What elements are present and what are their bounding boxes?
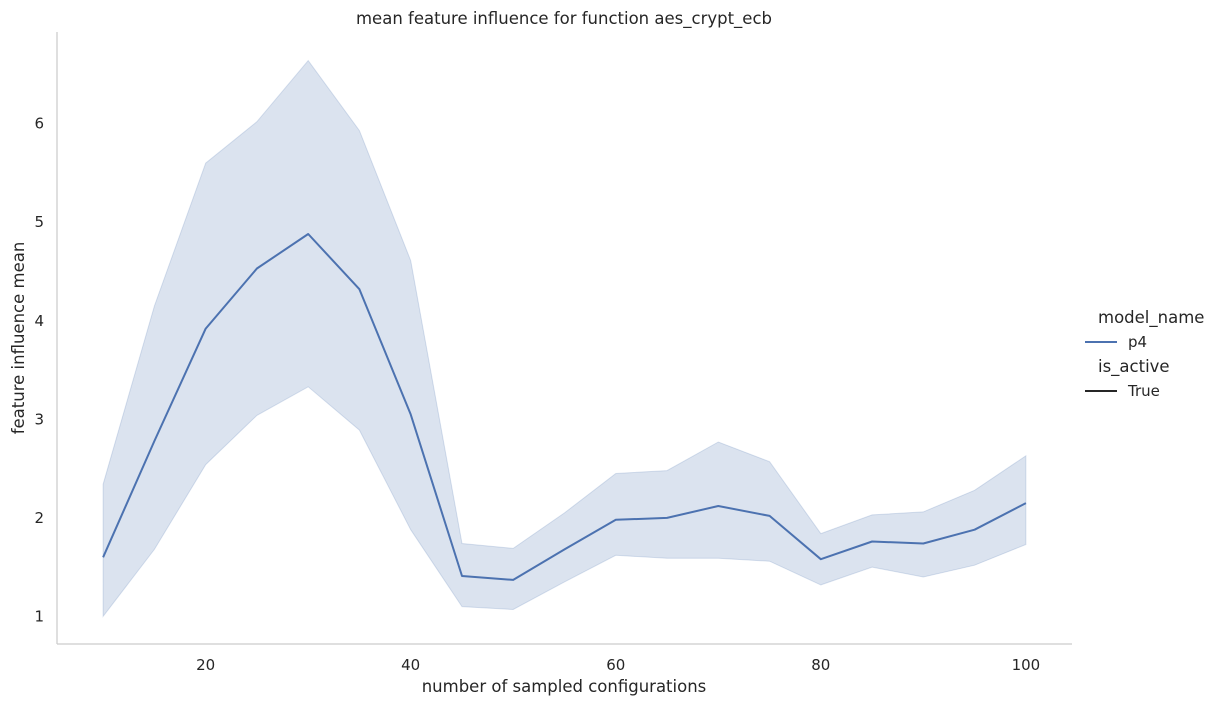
chart-title: mean feature influence for function aes_… <box>356 9 772 29</box>
data-point <box>666 517 668 519</box>
data-point <box>256 268 258 270</box>
legend-entry-label: True <box>1127 382 1160 400</box>
data-point <box>564 548 566 550</box>
legend-entry-label: p4 <box>1128 333 1147 351</box>
data-point <box>974 529 976 531</box>
y-tick-label: 6 <box>34 115 44 133</box>
y-tick-labels: 1 2 3 4 5 6 <box>34 115 44 626</box>
y-tick-label: 1 <box>34 607 44 625</box>
data-point <box>512 579 514 581</box>
x-axis-label: number of sampled configurations <box>422 677 707 696</box>
confidence-band-p4 <box>102 59 1027 618</box>
y-axis-label: feature influence mean <box>9 242 28 435</box>
data-point <box>871 541 873 543</box>
data-point <box>358 288 360 290</box>
y-tick-label: 5 <box>34 213 44 231</box>
data-point <box>820 558 822 560</box>
plot-area <box>102 59 1027 618</box>
x-tick-label: 100 <box>1012 656 1041 674</box>
y-tick-label: 4 <box>34 312 44 330</box>
data-point <box>615 519 617 521</box>
x-tick-label: 80 <box>811 656 830 674</box>
x-tick-label: 20 <box>196 656 215 674</box>
data-point <box>153 440 155 442</box>
data-point <box>102 556 104 558</box>
series-line-p4 <box>102 233 1027 581</box>
y-tick-label: 3 <box>34 410 44 428</box>
data-point <box>717 505 719 507</box>
data-point <box>205 328 207 330</box>
data-point <box>410 413 412 415</box>
legend-title: is_active <box>1098 357 1170 377</box>
y-tick-label: 2 <box>34 509 44 527</box>
legend: model_name p4 is_active True <box>1085 308 1204 400</box>
x-tick-label: 40 <box>401 656 420 674</box>
legend-title: model_name <box>1098 308 1204 328</box>
data-point <box>307 233 309 235</box>
data-point <box>1025 502 1027 504</box>
data-point <box>922 543 924 545</box>
x-tick-label: 60 <box>606 656 625 674</box>
data-point <box>769 515 771 517</box>
x-tick-labels: 20 40 60 80 100 <box>196 656 1040 674</box>
data-point <box>461 575 463 577</box>
